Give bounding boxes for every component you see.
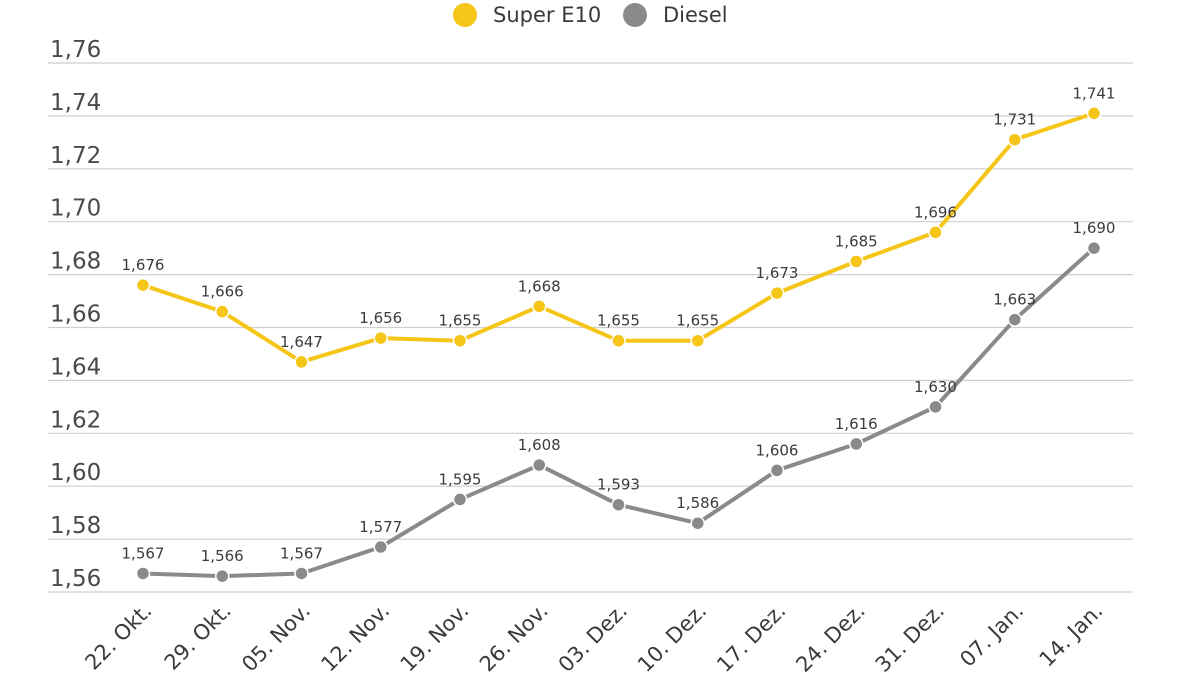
data-label: 1,647 <box>280 333 323 351</box>
data-point <box>928 225 943 240</box>
y-tick-label: 1,56 <box>50 566 101 592</box>
data-point <box>215 568 230 584</box>
x-tick-label: 10. Dez. <box>633 599 711 675</box>
x-tick-label: 05. Nov. <box>237 599 315 675</box>
y-tick-label: 1,76 <box>50 37 101 63</box>
data-label: 1,685 <box>835 232 878 250</box>
data-point <box>928 399 943 415</box>
legend-label-diesel: Diesel <box>663 3 728 27</box>
data-label: 1,673 <box>756 264 799 282</box>
data-point <box>769 463 785 478</box>
data-point <box>769 285 785 301</box>
data-label: 1,566 <box>201 547 244 565</box>
data-label: 1,663 <box>993 291 1036 309</box>
data-label: 1,655 <box>676 312 719 330</box>
data-label: 1,616 <box>835 415 878 433</box>
data-point <box>452 492 468 507</box>
data-label: 1,655 <box>439 312 482 330</box>
data-point <box>532 457 547 473</box>
data-label: 1,593 <box>597 476 640 494</box>
y-tick-label: 1,64 <box>50 354 101 380</box>
series-diesel: 1,567 1,566 1,567 1,577 1,595 1,608 1,593 1,586… <box>122 219 1116 584</box>
data-label: 1,676 <box>122 256 165 274</box>
legend: Super E10 Diesel <box>453 3 728 27</box>
y-tick-label: 1,66 <box>50 302 101 328</box>
data-point <box>532 299 547 314</box>
x-tick-label: 17. Dez. <box>712 599 790 675</box>
data-point <box>452 333 468 348</box>
data-label: 1,666 <box>201 283 244 301</box>
data-label: 1,668 <box>518 277 561 295</box>
data-point <box>135 277 151 293</box>
y-tick-label: 1,60 <box>50 460 101 486</box>
series-line <box>141 246 1096 579</box>
data-label: 1,608 <box>518 436 561 454</box>
x-tick-label: 31. Dez. <box>871 599 949 675</box>
y-tick-label: 1,62 <box>50 407 101 433</box>
x-tick-label: 22. Okt. <box>80 599 156 675</box>
data-label: 1,586 <box>676 494 719 512</box>
data-point <box>690 333 705 348</box>
x-tick-label: 19. Nov. <box>396 599 474 675</box>
data-point <box>611 497 626 512</box>
y-tick-label: 1,72 <box>50 143 101 169</box>
data-label: 1,577 <box>359 518 402 536</box>
data-label: 1,595 <box>439 470 482 488</box>
data-point <box>294 354 309 370</box>
data-label: 1,741 <box>1073 84 1116 102</box>
data-point <box>849 254 864 269</box>
x-tick-label: 24. Dez. <box>791 599 869 675</box>
data-point <box>849 436 864 452</box>
x-tick-label: 26. Nov. <box>475 599 553 675</box>
data-label: 1,567 <box>280 544 323 562</box>
data-label: 1,606 <box>756 441 799 459</box>
x-tick-label: 14. Jan. <box>1035 599 1108 672</box>
series: 1,676 1,666 1,647 1,656 1,655 1,668 1,655 1,655… <box>122 84 1116 584</box>
data-label: 1,630 <box>914 378 957 396</box>
x-tick-label: 03. Dez. <box>554 599 632 675</box>
x-tick-label: 29. Okt. <box>160 599 236 675</box>
y-tick-label: 1,68 <box>50 249 101 275</box>
y-axis-ticks: 1,56 1,58 1,60 1,62 1,64 1,66 1,68 1,70 1,72 1,74… <box>50 37 101 592</box>
legend-marker-super-e10 <box>453 3 477 27</box>
data-point <box>215 304 230 319</box>
data-point <box>1007 312 1022 327</box>
data-point <box>373 539 388 555</box>
data-label: 1,696 <box>914 203 957 221</box>
x-axis-ticks: 22. Okt. 29. Okt. 05. Nov. 12. Nov. 19. Nov.… <box>80 599 1107 675</box>
data-point <box>135 566 151 581</box>
data-point <box>1007 132 1022 147</box>
data-point <box>611 333 626 348</box>
data-label: 1,731 <box>993 111 1036 129</box>
data-point <box>294 566 309 581</box>
data-point <box>690 515 705 531</box>
x-tick-label: 07. Jan. <box>955 599 1028 672</box>
legend-marker-diesel <box>623 3 647 27</box>
x-tick-label: 12. Nov. <box>316 599 394 675</box>
y-tick-label: 1,70 <box>50 196 101 222</box>
legend-label-super-e10: Super E10 <box>493 3 601 27</box>
data-label: 1,690 <box>1073 219 1116 237</box>
data-point <box>1086 240 1102 256</box>
data-label: 1,655 <box>597 312 640 330</box>
data-label: 1,567 <box>122 544 165 562</box>
data-label: 1,656 <box>359 309 402 327</box>
data-point <box>373 330 388 346</box>
y-tick-label: 1,58 <box>50 513 101 539</box>
y-tick-label: 1,74 <box>50 90 101 116</box>
series-super-e10: 1,676 1,666 1,647 1,656 1,655 1,668 1,655 1,655… <box>122 84 1116 370</box>
data-point <box>1086 106 1102 121</box>
